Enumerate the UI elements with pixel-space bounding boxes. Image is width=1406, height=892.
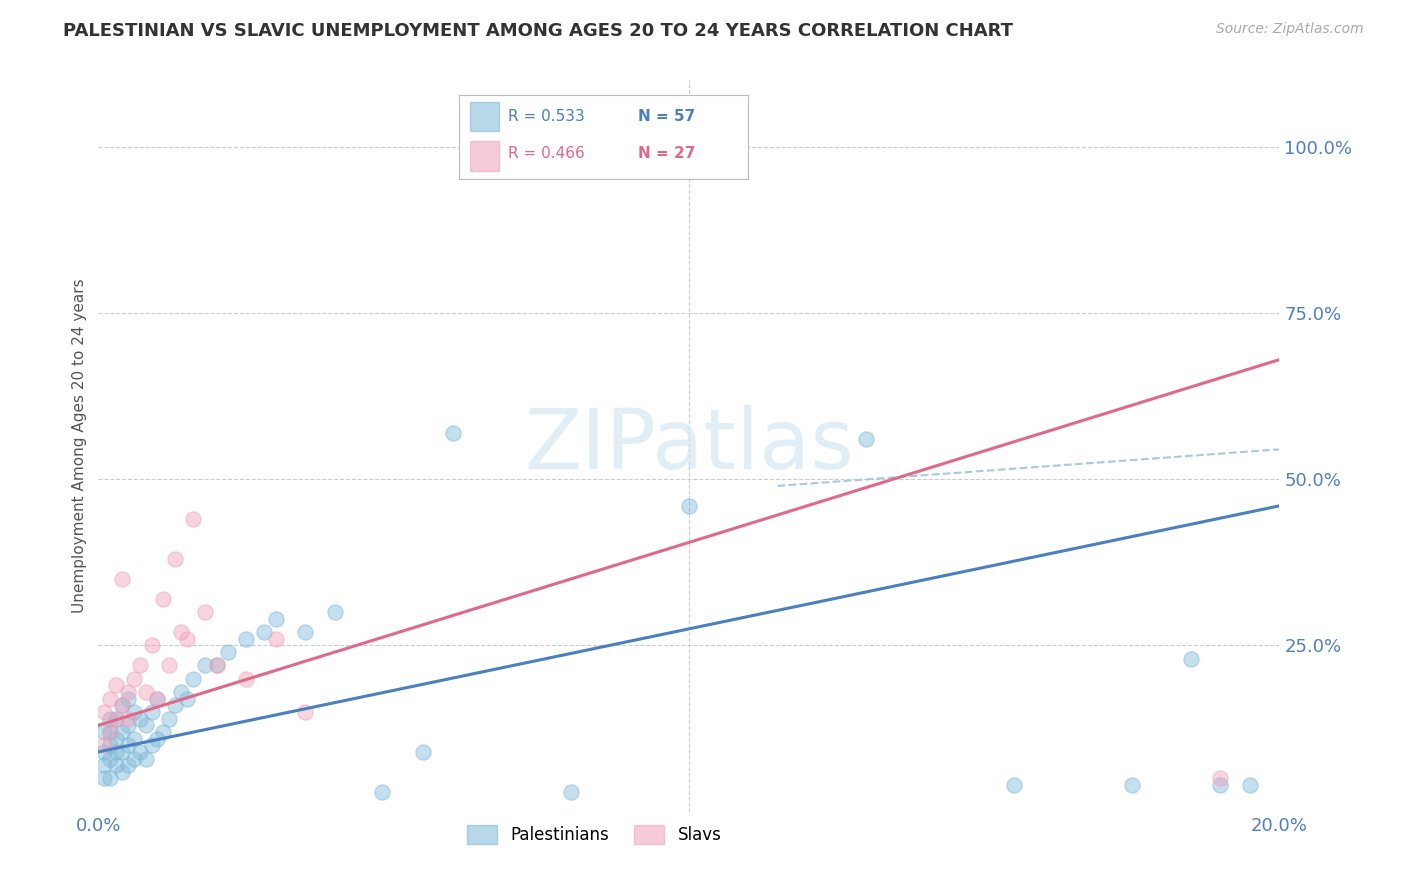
Point [111, 745, 134, 759]
Point [1180, 652, 1202, 666]
Point [678, 499, 700, 513]
Point [135, 718, 157, 732]
Point [93, 705, 115, 719]
Point [117, 712, 139, 726]
Point [1239, 778, 1261, 792]
Point [105, 712, 128, 726]
Point [117, 738, 139, 752]
Point [111, 725, 134, 739]
Point [135, 685, 157, 699]
Point [176, 691, 198, 706]
Point [117, 758, 139, 772]
Point [264, 632, 287, 646]
Point [122, 705, 145, 719]
Legend: Palestinians, Slavs: Palestinians, Slavs [461, 818, 728, 851]
Point [93, 725, 115, 739]
Point [111, 764, 134, 779]
Point [141, 639, 163, 653]
Point [152, 591, 174, 606]
Point [128, 712, 150, 726]
Point [141, 738, 163, 752]
Point [205, 658, 228, 673]
Point [294, 625, 316, 640]
Point [105, 712, 128, 726]
Point [441, 425, 464, 440]
Point [1209, 772, 1232, 786]
Point [117, 691, 139, 706]
Point [412, 745, 434, 759]
Point [98, 712, 121, 726]
Point [98, 691, 121, 706]
Point [253, 625, 276, 640]
Point [146, 691, 169, 706]
Point [122, 672, 145, 686]
Point [111, 698, 134, 713]
Point [122, 731, 145, 746]
Point [235, 672, 257, 686]
Point [181, 672, 204, 686]
Point [371, 785, 394, 799]
Point [117, 685, 139, 699]
Point [105, 758, 128, 772]
Point [1121, 778, 1143, 792]
Point [93, 758, 115, 772]
Point [194, 605, 217, 619]
Point [165, 698, 187, 713]
Point [1209, 778, 1232, 792]
Point [128, 745, 150, 759]
Point [98, 751, 121, 765]
Point [146, 691, 169, 706]
Point [152, 725, 174, 739]
Point [105, 745, 128, 759]
Point [98, 725, 121, 739]
Point [146, 731, 169, 746]
Point [165, 552, 187, 566]
Point [170, 685, 193, 699]
Point [1002, 778, 1025, 792]
Point [294, 705, 316, 719]
Point [560, 785, 582, 799]
Point [98, 772, 121, 786]
Point [235, 632, 257, 646]
Point [194, 658, 217, 673]
Point [98, 725, 121, 739]
Point [323, 605, 346, 619]
Point [141, 705, 163, 719]
Point [205, 658, 228, 673]
Point [157, 658, 180, 673]
Point [111, 572, 134, 586]
Point [98, 738, 121, 752]
Text: ZIPatlas: ZIPatlas [524, 406, 853, 486]
Point [217, 645, 239, 659]
Point [93, 738, 115, 752]
Point [105, 678, 128, 692]
Point [128, 658, 150, 673]
Point [176, 632, 198, 646]
Point [122, 751, 145, 765]
Point [170, 625, 193, 640]
Text: PALESTINIAN VS SLAVIC UNEMPLOYMENT AMONG AGES 20 TO 24 YEARS CORRELATION CHART: PALESTINIAN VS SLAVIC UNEMPLOYMENT AMONG… [63, 22, 1014, 40]
Y-axis label: Unemployment Among Ages 20 to 24 years: Unemployment Among Ages 20 to 24 years [72, 278, 87, 614]
Text: Source: ZipAtlas.com: Source: ZipAtlas.com [1216, 22, 1364, 37]
Point [181, 512, 204, 526]
Point [157, 712, 180, 726]
Point [93, 745, 115, 759]
Point [264, 612, 287, 626]
Point [117, 718, 139, 732]
Point [93, 772, 115, 786]
Point [111, 698, 134, 713]
Point [105, 731, 128, 746]
Point [855, 433, 877, 447]
Point [135, 751, 157, 765]
